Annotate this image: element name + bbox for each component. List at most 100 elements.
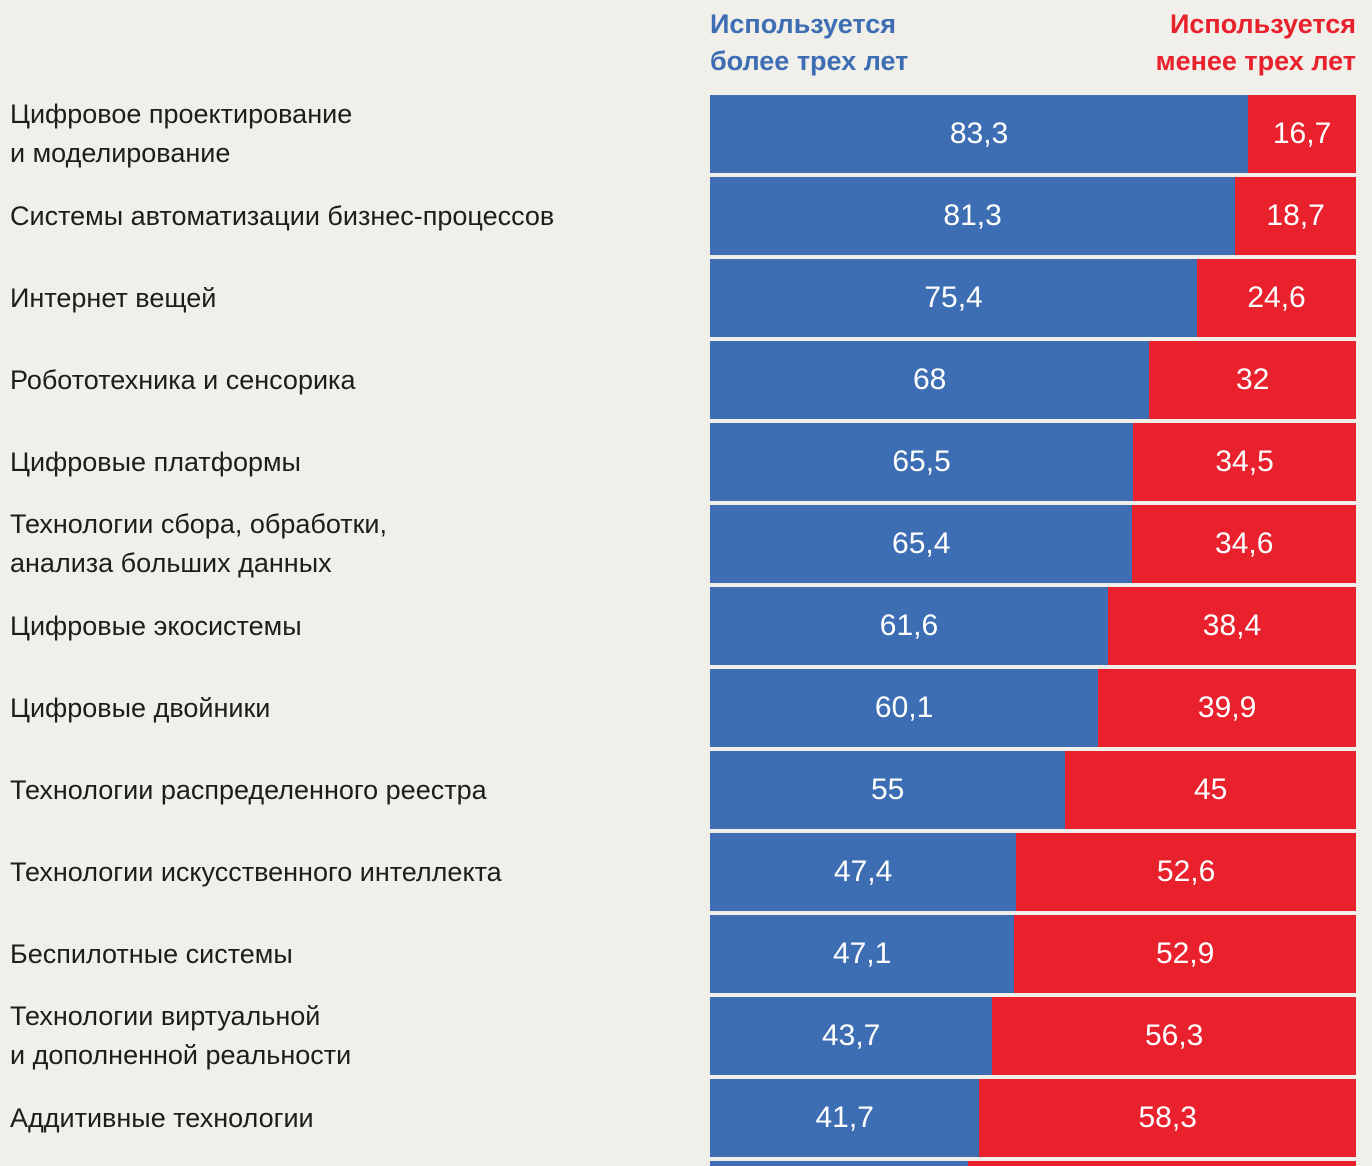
chart-row: Цифровые платформы 65,5 34,5 (0, 423, 1356, 501)
category-label: Технологии распределенного реестра (10, 774, 487, 805)
bar-segment-less-than-3-years: 16,7 (1248, 95, 1356, 173)
bar-value-blue: 68 (912, 363, 947, 396)
category-label: Цифровые двойники (10, 692, 271, 723)
bar-segment-less-than-3-years: 18,7 (1235, 177, 1356, 255)
cutoff-bar-segment-red (968, 1161, 1356, 1166)
bar-value-blue: 83,3 (949, 117, 1009, 150)
bar-track: 65,4 34,6 (710, 505, 1356, 583)
bar-track: 41,7 58,3 (710, 1079, 1356, 1157)
legend-label-less-than-3-years: Используется менее трех лет (1156, 6, 1356, 80)
cutoff-bar-segment-blue (710, 1161, 969, 1166)
chart-row: Системы автоматизации бизнес-процессов 81… (0, 177, 1356, 255)
chart-row: Технологии сбора, обработки, анализа боль… (0, 505, 1356, 583)
bar-segment-more-than-3-years: 65,5 (710, 423, 1134, 501)
bar-segment-less-than-3-years: 58,3 (979, 1079, 1356, 1157)
legend-red-line2: менее трех лет (1155, 46, 1356, 76)
bar-track: 61,6 38,4 (710, 587, 1356, 665)
bar-segment-more-than-3-years: 47,4 (710, 833, 1017, 911)
category-label: Технологии виртуальной и дополненной реал… (10, 1001, 352, 1070)
bar-segment-more-than-3-years: 81,3 (710, 177, 1236, 255)
category-label: Интернет вещей (10, 282, 217, 313)
bar-value-red: 32 (1235, 363, 1270, 396)
bar-segment-less-than-3-years: 45 (1065, 751, 1356, 829)
bar-value-red: 24,6 (1247, 281, 1306, 314)
legend-blue-line2: более трех лет (710, 46, 909, 76)
bar-track: 55 45 (710, 751, 1356, 829)
legend-blue-line1: Используется (710, 9, 897, 39)
bar-segment-less-than-3-years: 52,6 (1016, 833, 1356, 911)
category-label: Беспилотные системы (10, 938, 293, 969)
bar-segment-less-than-3-years: 34,5 (1133, 423, 1356, 501)
bar-segment-less-than-3-years: 34,6 (1132, 505, 1356, 583)
bar-segment-more-than-3-years: 75,4 (710, 259, 1198, 337)
category-label: Технологии сбора, обработки, анализа боль… (10, 509, 387, 578)
bar-track: 60,1 39,9 (710, 669, 1356, 747)
category-label: Цифровое проектирование и моделирование (10, 99, 353, 168)
chart-row: Цифровое проектирование и моделирование 83… (0, 95, 1356, 173)
bar-value-red: 34,5 (1215, 445, 1274, 478)
bar-value-red: 52,9 (1155, 937, 1215, 970)
bar-segment-less-than-3-years: 32 (1149, 341, 1356, 419)
chart-row: Цифровые двойники 60,1 39,9 (0, 669, 1356, 747)
bar-value-blue: 43,7 (821, 1019, 881, 1052)
bar-value-red: 52,6 (1156, 855, 1216, 888)
bar-value-red: 18,7 (1266, 199, 1325, 232)
legend-red-line1: Используется (1169, 9, 1356, 39)
bar-segment-more-than-3-years: 60,1 (710, 669, 1099, 747)
bar-track: 81,3 18,7 (710, 177, 1356, 255)
bar-rows: Цифровое проектирование и моделирование 83… (0, 95, 1356, 1157)
category-label: Цифровые платформы (10, 446, 301, 477)
chart-row: Аддитивные технологии 41,7 58,3 (0, 1079, 1356, 1157)
bar-value-red: 45 (1193, 773, 1228, 806)
bar-value-blue: 65,4 (892, 527, 951, 560)
bar-segment-less-than-3-years: 56,3 (992, 997, 1356, 1075)
chart-row: Беспилотные системы 47,1 52,9 (0, 915, 1356, 993)
bar-value-blue: 47,1 (832, 937, 892, 970)
bar-segment-less-than-3-years: 52,9 (1014, 915, 1356, 993)
bar-segment-more-than-3-years: 65,4 (710, 505, 1133, 583)
bar-track: 43,7 56,3 (710, 997, 1356, 1075)
bar-value-blue: 61,6 (879, 609, 939, 642)
bar-segment-less-than-3-years: 38,4 (1107, 587, 1356, 665)
bar-value-blue: 81,3 (943, 199, 1002, 232)
bar-segment-more-than-3-years: 68 (710, 341, 1150, 419)
category-label: Системы автоматизации бизнес-процессов (10, 200, 555, 231)
chart-row: Робототехника и сенсорика 68 32 (0, 341, 1356, 419)
category-label: Цифровые экосистемы (10, 610, 302, 641)
bar-segment-more-than-3-years: 83,3 (710, 95, 1249, 173)
bar-track: 75,4 24,6 (710, 259, 1356, 337)
bar-value-blue: 75,4 (924, 281, 983, 314)
bar-track: 47,4 52,6 (710, 833, 1356, 911)
bar-segment-more-than-3-years: 43,7 (710, 997, 993, 1075)
bar-segment-more-than-3-years: 61,6 (710, 587, 1108, 665)
category-label: Робототехника и сенсорика (10, 364, 356, 395)
bar-track: 65,5 34,5 (710, 423, 1356, 501)
bar-value-red: 39,9 (1197, 691, 1257, 724)
chart-legend: Используется более трех лет Используется… (710, 0, 1356, 80)
bar-track: 83,3 16,7 (710, 95, 1356, 173)
bar-value-red: 38,4 (1202, 609, 1262, 642)
chart-row: Технологии распределенного реестра 55 45 (0, 751, 1356, 829)
bar-segment-more-than-3-years: 47,1 (710, 915, 1015, 993)
category-label: Аддитивные технологии (10, 1102, 314, 1133)
bar-value-blue: 65,5 (892, 445, 951, 478)
bar-value-red: 34,6 (1215, 527, 1274, 560)
chart-row: Интернет вещей 75,4 24,6 (0, 259, 1356, 337)
cutoff-row (710, 1161, 1356, 1166)
bar-value-red: 56,3 (1144, 1019, 1204, 1052)
bar-track: 68 32 (710, 341, 1356, 419)
bar-segment-more-than-3-years: 55 (710, 751, 1066, 829)
bar-value-blue: 60,1 (874, 691, 934, 724)
bar-segment-more-than-3-years: 41,7 (710, 1079, 980, 1157)
bar-value-blue: 55 (870, 773, 905, 806)
chart-row: Технологии виртуальной и дополненной реал… (0, 997, 1356, 1075)
bar-segment-less-than-3-years: 24,6 (1197, 259, 1356, 337)
bar-value-red: 16,7 (1272, 117, 1332, 150)
legend-label-more-than-3-years: Используется более трех лет (710, 6, 908, 80)
bar-segment-less-than-3-years: 39,9 (1098, 669, 1356, 747)
chart-row: Цифровые экосистемы 61,6 38,4 (0, 587, 1356, 665)
bar-value-blue: 41,7 (815, 1101, 874, 1134)
chart-row: Технологии искусственного интеллекта 47,4… (0, 833, 1356, 911)
bar-value-blue: 47,4 (833, 855, 893, 888)
